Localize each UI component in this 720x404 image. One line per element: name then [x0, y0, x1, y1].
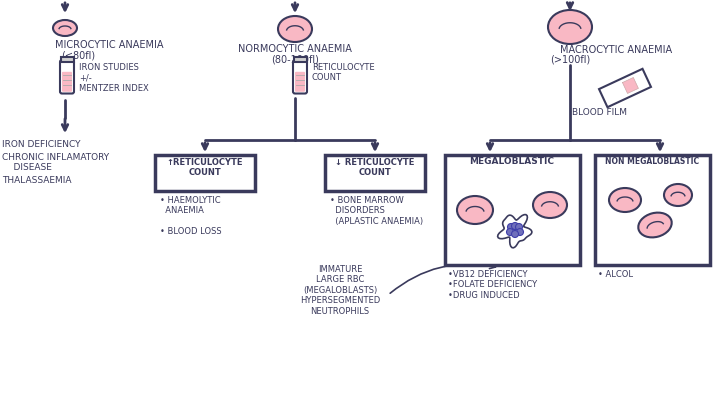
Text: DISEASE: DISEASE	[2, 163, 52, 172]
Bar	[294, 57, 307, 62]
Text: MEGALOBLASTIC: MEGALOBLASTIC	[469, 157, 554, 166]
Polygon shape	[599, 69, 651, 107]
FancyBboxPatch shape	[595, 155, 710, 265]
Text: MICROCYTIC ANAEMIA: MICROCYTIC ANAEMIA	[55, 40, 163, 50]
Text: (<80fl): (<80fl)	[61, 50, 95, 60]
Ellipse shape	[609, 188, 641, 212]
Circle shape	[511, 231, 518, 238]
Text: IMMATURE
LARGE RBC
(MEGALOBLASTS)
HYPERSEGMENTED
NEUTROPHILS: IMMATURE LARGE RBC (MEGALOBLASTS) HYPERS…	[300, 265, 380, 316]
Text: • ALCOL: • ALCOL	[598, 270, 633, 279]
Ellipse shape	[548, 10, 592, 44]
Text: MACROCYTIC ANAEMIA: MACROCYTIC ANAEMIA	[560, 45, 672, 55]
Circle shape	[508, 223, 515, 231]
FancyBboxPatch shape	[60, 60, 74, 93]
Ellipse shape	[457, 196, 493, 224]
Text: • BONE MARROW
  DISORDERS
  (APLASTIC ANAEMIA): • BONE MARROW DISORDERS (APLASTIC ANAEMI…	[330, 196, 423, 226]
FancyBboxPatch shape	[155, 155, 255, 191]
Text: IRON DEFICIENCY: IRON DEFICIENCY	[2, 140, 81, 149]
Text: BLOOD FILM: BLOOD FILM	[572, 108, 628, 117]
Text: •VB12 DEFICIENCY
•FOLATE DEFICIENCY
•DRUG INDUCED: •VB12 DEFICIENCY •FOLATE DEFICIENCY •DRU…	[448, 270, 537, 300]
Bar	[60, 57, 73, 62]
Circle shape	[516, 229, 523, 236]
FancyBboxPatch shape	[295, 72, 305, 92]
Text: (>100fl): (>100fl)	[550, 55, 590, 65]
Circle shape	[511, 223, 518, 229]
Text: ↓ RETICULOCYTE
COUNT: ↓ RETICULOCYTE COUNT	[336, 158, 415, 177]
Text: • HAEMOLYTIC
  ANAEMIA

• BLOOD LOSS: • HAEMOLYTIC ANAEMIA • BLOOD LOSS	[160, 196, 222, 236]
Text: ↑RETICULOCYTE
COUNT: ↑RETICULOCYTE COUNT	[167, 158, 243, 177]
Polygon shape	[498, 215, 532, 248]
Text: IRON STUDIES
+/-
MENTZER INDEX: IRON STUDIES +/- MENTZER INDEX	[79, 63, 149, 93]
Text: NORMOCYTIC ANAEMIA: NORMOCYTIC ANAEMIA	[238, 44, 352, 54]
Ellipse shape	[639, 213, 672, 238]
FancyBboxPatch shape	[325, 155, 425, 191]
Text: NON MEGALOBLASTIC: NON MEGALOBLASTIC	[605, 157, 699, 166]
Text: THALASSAEMIA: THALASSAEMIA	[2, 176, 71, 185]
Polygon shape	[623, 78, 639, 93]
Ellipse shape	[278, 16, 312, 42]
Text: RETICULOCYTE
COUNT: RETICULOCYTE COUNT	[312, 63, 374, 82]
FancyBboxPatch shape	[445, 155, 580, 265]
Circle shape	[516, 223, 523, 231]
Text: (80-100fl): (80-100fl)	[271, 54, 319, 64]
Ellipse shape	[533, 192, 567, 218]
Circle shape	[506, 229, 513, 236]
Text: CHRONIC INFLAMATORY: CHRONIC INFLAMATORY	[2, 153, 109, 162]
Ellipse shape	[664, 184, 692, 206]
FancyBboxPatch shape	[62, 72, 72, 92]
FancyBboxPatch shape	[293, 60, 307, 93]
Ellipse shape	[53, 20, 77, 36]
